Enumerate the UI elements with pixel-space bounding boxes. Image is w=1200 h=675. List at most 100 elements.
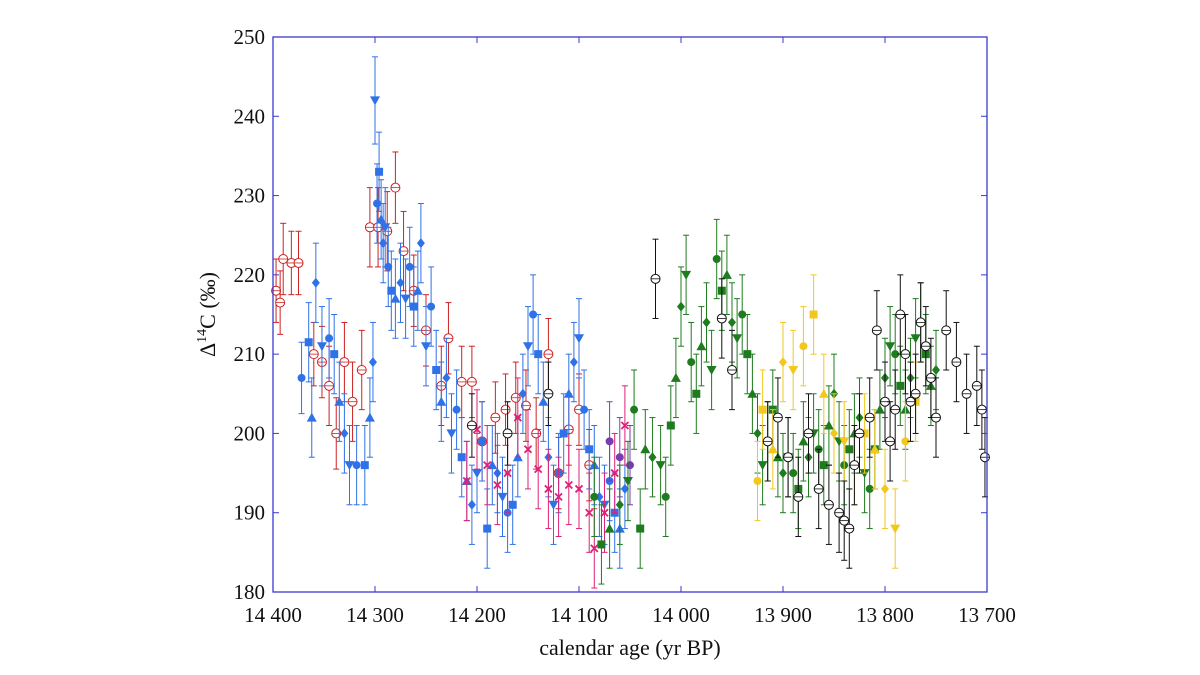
data-point [666, 421, 675, 430]
data-point [513, 413, 522, 422]
data-point [574, 334, 584, 344]
plot-area [271, 56, 990, 589]
data-point [483, 461, 492, 470]
data-point [574, 484, 584, 494]
data-point [380, 223, 391, 233]
data-point [387, 286, 396, 295]
data-point [677, 301, 685, 312]
data-point [620, 483, 629, 494]
data-point [390, 293, 401, 303]
data-point [692, 389, 701, 398]
y-tick-label: 190 [234, 501, 266, 525]
data-point [306, 412, 317, 422]
data-point [712, 255, 721, 263]
data-point [865, 484, 874, 493]
data-point [563, 388, 574, 398]
data-point [446, 429, 457, 439]
data-point [721, 269, 732, 279]
data-point [497, 492, 508, 502]
data-point [823, 420, 834, 430]
data-point [340, 428, 349, 439]
data-point [590, 492, 599, 501]
y-tick-label: 210 [234, 342, 266, 366]
data-point [869, 444, 880, 454]
data-point [297, 373, 306, 382]
data-point [483, 524, 492, 533]
data-point [544, 484, 553, 494]
data-point [661, 492, 670, 501]
data-point [732, 334, 743, 344]
data-point [747, 388, 758, 398]
data-point [687, 358, 696, 367]
y-axis-label-prefix: Δ [195, 343, 220, 357]
x-tick-label: 14 100 [550, 603, 608, 627]
data-point [600, 508, 609, 517]
x-axis-label: calendar age (yr BP) [539, 635, 720, 660]
data-point [427, 302, 436, 311]
x-tick-label: 14 200 [448, 603, 506, 627]
y-tick-label: 220 [234, 263, 266, 287]
data-point [830, 428, 838, 439]
axis-ticks [272, 36, 988, 593]
data-point [421, 342, 431, 352]
data-point [400, 294, 411, 304]
data-point [798, 436, 809, 446]
data-point [845, 445, 854, 454]
data-point [910, 334, 921, 344]
plot-frame [272, 36, 988, 593]
data-point [405, 262, 414, 271]
x-tick-label: 14 400 [244, 603, 302, 627]
data-point [901, 437, 910, 446]
x-tick-label: 13 700 [958, 603, 1016, 627]
data-point [478, 437, 487, 446]
data-point [412, 285, 423, 295]
data-point [779, 468, 787, 479]
data-point [604, 523, 615, 533]
data-point [564, 480, 573, 490]
data-point [325, 334, 334, 343]
data-point [559, 429, 568, 438]
data-point [881, 483, 889, 494]
y-axis-label-sup: 14 [195, 329, 210, 343]
data-point [534, 464, 543, 474]
data-point [518, 388, 527, 399]
y-tick-label: 230 [234, 184, 266, 208]
data-point [738, 310, 747, 319]
data-point [304, 338, 313, 347]
data-point [432, 366, 441, 374]
data-point [622, 477, 633, 486]
data-point [384, 262, 393, 271]
data-point [493, 480, 502, 490]
series-1 [297, 56, 629, 569]
data-point [503, 468, 512, 478]
data-point [529, 310, 538, 319]
y-tick-label: 240 [234, 104, 266, 128]
data-point [597, 540, 606, 549]
data-point [569, 357, 578, 368]
data-point [799, 342, 808, 351]
data-point [610, 468, 619, 478]
data-point [585, 445, 594, 454]
series-2 [462, 377, 630, 589]
data-point [442, 372, 451, 383]
data-point [626, 461, 634, 470]
data-point [767, 444, 778, 454]
data-point [819, 461, 828, 470]
data-point [416, 238, 425, 249]
data-point [874, 404, 885, 414]
data-point [753, 428, 762, 439]
data-point [452, 405, 461, 414]
data-point [344, 461, 355, 471]
data-point [352, 461, 361, 470]
data-point [311, 277, 320, 288]
y-axis-label: Δ14C (‰) [195, 272, 220, 357]
y-tick-label: 180 [234, 580, 266, 604]
data-point [364, 412, 375, 422]
x-tick-label: 13 900 [754, 603, 812, 627]
data-point [467, 499, 476, 510]
data-point [706, 366, 717, 375]
data-point [818, 388, 829, 398]
data-point [373, 199, 382, 208]
data-point [896, 381, 905, 390]
